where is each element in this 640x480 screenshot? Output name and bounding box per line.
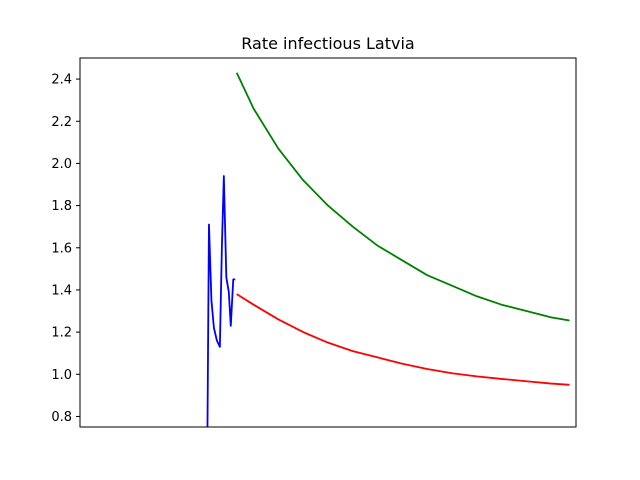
y-tick-label: 2.4 xyxy=(51,73,72,88)
y-tick-label: 1.6 xyxy=(51,241,72,256)
plot-area-frame xyxy=(79,57,577,428)
series-layer xyxy=(206,72,570,427)
chart-title: Rate infectious Latvia xyxy=(241,34,414,53)
y-tick-label: 1.0 xyxy=(51,368,72,383)
y-tick-label: 0.8 xyxy=(51,410,72,425)
y-tick-label: 2.2 xyxy=(51,115,72,130)
y-tick-label: 1.2 xyxy=(51,326,72,341)
y-tick-label: 1.8 xyxy=(51,199,72,214)
y-tick-label: 2.0 xyxy=(51,157,72,172)
series-line-2 xyxy=(236,293,570,386)
y-tick-label: 1.4 xyxy=(51,283,72,298)
series-line-3 xyxy=(235,72,570,322)
series-line-1 xyxy=(206,175,236,427)
y-axis: 0.8 1.0 1.2 1.4 1.6 1.8 2.0 2.2 2.4 xyxy=(51,73,80,425)
